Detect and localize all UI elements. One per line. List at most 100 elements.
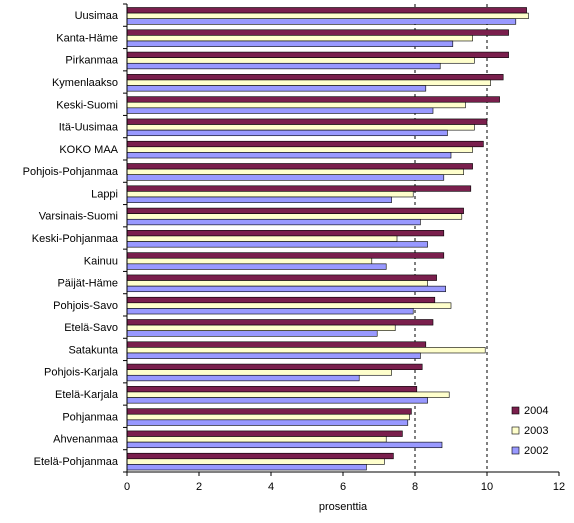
bar-2004-3: [126, 51, 509, 58]
category-label: Varsinais-Suomi: [39, 211, 118, 223]
category-label: Kymenlaakso: [52, 77, 118, 89]
bars: [126, 7, 529, 471]
bar-2004-16: [126, 341, 427, 348]
category-label: Pohjois-Karjala: [44, 367, 119, 379]
bar-2002-10: [126, 218, 421, 226]
bar-2004-17: [126, 363, 423, 370]
x-tick-label: 8: [412, 481, 418, 493]
bar-2002-2: [126, 40, 454, 47]
bar-2003-6: [126, 124, 475, 131]
bar-2002-9: [126, 196, 392, 203]
bar-2003-1: [126, 12, 529, 20]
x-tick-label: 12: [553, 481, 565, 493]
bar-2002-13: [126, 285, 446, 293]
bar-2004-19: [126, 408, 412, 415]
category-label: Päijät-Häme: [57, 278, 118, 290]
bar-2004-5: [126, 96, 500, 103]
category-label: Pohjois-Pohjanmaa: [23, 166, 119, 178]
bar-2004-20: [126, 430, 403, 437]
bar-2004-8: [126, 163, 473, 170]
bar-2002-14: [126, 308, 414, 315]
bar-2002-17: [126, 374, 360, 382]
bar-2004-6: [126, 118, 488, 125]
bar-2002-5: [126, 107, 434, 114]
bar-2004-9: [126, 185, 472, 192]
bar-2003-16: [126, 347, 486, 354]
legend-swatch-2002: [511, 446, 520, 455]
bar-2002-6: [126, 129, 448, 137]
bar-2004-2: [126, 29, 509, 36]
category-label: Ahvenanmaa: [53, 434, 119, 446]
bar-2003-19: [126, 413, 410, 421]
bar-2004-13: [126, 274, 437, 281]
bar-2004-11: [126, 230, 445, 237]
bar-2004-14: [126, 296, 436, 304]
bar-2003-9: [126, 191, 414, 198]
legend-label-2002: 2002: [524, 445, 548, 457]
category-label: Kainuu: [84, 255, 118, 267]
category-label: KOKO MAA: [59, 144, 118, 156]
category-labels: Uusimaa Kanta-Häme Pirkanmaa Kymenlaakso Kes…: [23, 10, 119, 468]
bar-2003-11: [126, 235, 398, 242]
category-label: Etelä-Savo: [64, 322, 118, 334]
bar-2002-3: [126, 62, 441, 70]
bar-2004-10: [126, 207, 464, 214]
bar-2003-18: [126, 391, 450, 398]
x-tick-labels: 0 2 4 6 8 10 12: [124, 481, 565, 493]
bar-2003-5: [126, 101, 466, 109]
bar-2003-8: [126, 168, 464, 176]
category-label: Kanta-Häme: [56, 32, 118, 44]
bar-2003-20: [126, 436, 387, 443]
category-label: Etelä-Pohjanmaa: [34, 456, 119, 468]
bar-2002-19: [126, 419, 409, 426]
x-axis-title: prosenttia: [319, 501, 368, 513]
bar-2003-15: [126, 324, 396, 332]
axes: [123, 3, 560, 476]
category-label: Satakunta: [68, 344, 118, 356]
bar-2004-18: [126, 386, 418, 393]
category-label: Uusimaa: [75, 10, 119, 22]
category-label: Keski-Suomi: [56, 99, 118, 111]
bar-2003-7: [126, 146, 473, 153]
category-label: Etelä-Karjala: [55, 389, 119, 401]
x-tick-label: 2: [196, 481, 202, 493]
x-tick-label: 4: [268, 481, 274, 493]
bar-2003-2: [126, 35, 473, 42]
bar-2004-1: [126, 7, 527, 14]
bar-2004-15: [126, 319, 434, 326]
bar-2002-15: [126, 330, 378, 337]
bar-2003-10: [126, 213, 463, 220]
bar-2004-21: [126, 452, 394, 460]
category-label: Pohjanmaa: [62, 411, 119, 423]
legend-swatch-2003: [511, 426, 520, 435]
category-label: Keski-Pohjanmaa: [32, 233, 119, 245]
bar-2002-4: [126, 85, 427, 92]
bar-2003-12: [126, 257, 373, 265]
bar-2003-14: [126, 302, 452, 309]
legend: 2004 2003 2002: [511, 405, 548, 457]
bar-2003-17: [126, 369, 392, 376]
x-tick-label: 0: [124, 481, 130, 493]
legend-label-2003: 2003: [524, 425, 548, 437]
bar-2003-13: [126, 280, 428, 287]
bar-2002-8: [126, 174, 445, 181]
bar-2003-4: [126, 79, 491, 86]
legend-swatch-2004: [511, 406, 520, 415]
legend-label-2004: 2004: [524, 405, 548, 417]
bar-2002-16: [126, 352, 421, 359]
bar-2002-21: [126, 464, 367, 471]
x-tick-label: 6: [340, 481, 346, 493]
bar-2002-12: [126, 263, 387, 270]
bar-2004-12: [126, 252, 445, 259]
bar-2004-4: [126, 74, 504, 81]
category-label: Itä-Uusimaa: [59, 122, 119, 134]
category-label: Pirkanmaa: [65, 55, 118, 67]
bar-2003-21: [126, 458, 385, 465]
bar-2004-7: [126, 140, 484, 148]
bar-2003-3: [126, 57, 475, 64]
bar-2002-18: [126, 397, 428, 404]
bar-2002-20: [126, 441, 443, 449]
x-tick-label: 10: [481, 481, 493, 493]
bar-2002-11: [126, 241, 428, 248]
